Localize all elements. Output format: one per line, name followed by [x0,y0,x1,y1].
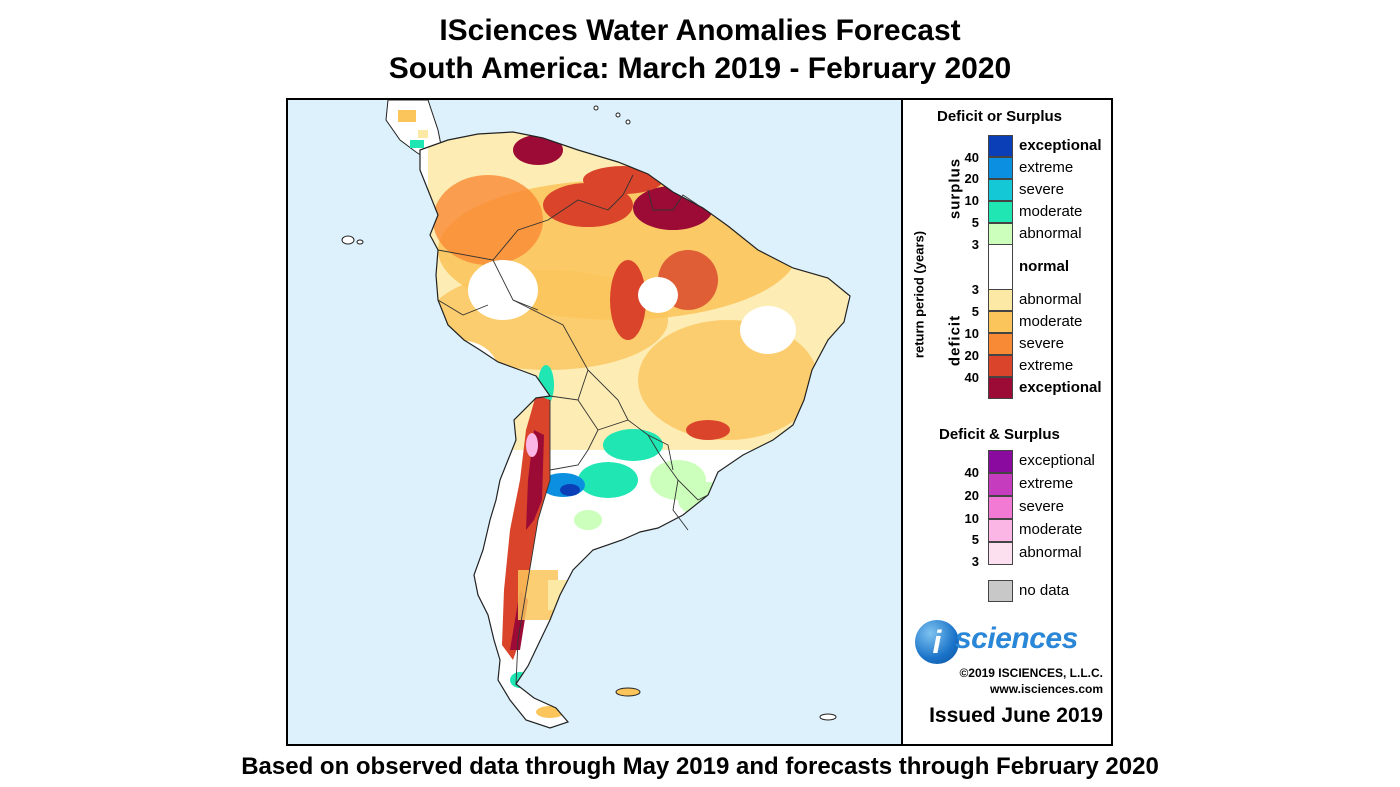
label-surplus-exceptional: exceptional [1019,137,1102,154]
deficit-tick-40: 40 [964,370,979,385]
label-both-moderate: moderate [1019,521,1083,538]
map-svg [341,100,851,729]
label-deficit-severe: severe [1019,335,1065,352]
label-deficit-moderate: moderate [1019,313,1083,330]
swatch-surplus-severe [988,179,1013,201]
return-period-axis-label: return period (years) [911,230,927,359]
label-surplus-abnormal: abnormal [1019,225,1082,242]
islands [341,105,837,721]
surplus-tick-20: 20 [964,171,979,186]
label-both-severe: severe [1019,498,1065,515]
map-subtitle: South America: March 2019 - February 202… [388,52,1012,85]
surplus-tick-10: 10 [964,193,979,208]
swatch-deficit-moderate [988,311,1013,333]
label-both-abnormal: abnormal [1019,544,1082,561]
website-text: www.isciences.com [990,682,1103,696]
label-deficit-exceptional: exceptional [1019,379,1102,396]
swatch-surplus-moderate [988,201,1013,223]
surplus-tick-3: 3 [971,237,979,252]
south-america-map [288,100,901,744]
deficit-tick-20: 20 [964,348,979,363]
map-title: ISciences Water Anomalies Forecast [439,14,961,47]
swatch-surplus-abnormal [988,223,1013,245]
label-normal: normal [1019,258,1070,275]
isciences-logo-text: sciences [955,622,1078,655]
swatch-deficit-severe [988,333,1013,355]
country-borders [437,174,709,685]
legend-heading-deficit-or-surplus: Deficit or Surplus [937,108,1063,125]
label-both-exceptional: exceptional [1019,452,1095,469]
label-both-extreme: extreme [1019,475,1074,492]
swatch-both-moderate [988,519,1013,542]
surplus-tick-40: 40 [964,150,979,165]
legend-divider [901,100,903,744]
label-surplus-severe: severe [1019,181,1065,198]
swatch-surplus-exceptional [988,135,1013,157]
label-no-data: no data [1019,582,1070,599]
swatch-both-exceptional [988,450,1013,473]
surplus-tick-5: 5 [971,215,979,230]
legend-heading-deficit-and-surplus: Deficit & Surplus [939,426,1060,443]
swatch-deficit-exceptional [988,377,1013,399]
central-america-anomalies [398,110,428,148]
swatch-both-extreme [988,473,1013,496]
map-frame [286,98,1113,746]
copyright-text: ©2019 ISCIENCES, L.L.C. [959,666,1103,680]
both-tick-20: 20 [964,488,979,503]
both-tick-40: 40 [964,465,979,480]
swatch-normal [988,245,1013,289]
label-surplus-moderate: moderate [1019,203,1083,220]
swatch-surplus-extreme [988,157,1013,179]
issued-date: Issued June 2019 [929,704,1103,727]
both-tick-10: 10 [964,511,979,526]
map-footer-note: Based on observed data through May 2019 … [241,753,1159,780]
deficit-tick-3: 3 [971,282,979,297]
label-deficit-abnormal: abnormal [1019,291,1082,308]
legend-panel: Deficit or Surplus return period (years)… [903,100,1111,744]
label-deficit-extreme: extreme [1019,357,1074,374]
swatch-both-severe [988,496,1013,519]
anomaly-patches [420,132,848,728]
swatch-no-data [988,580,1013,602]
isciences-logo-icon: i [915,620,959,664]
swatch-deficit-extreme [988,355,1013,377]
both-tick-3: 3 [971,554,979,569]
swatch-deficit-abnormal [988,289,1013,311]
swatch-both-abnormal [988,542,1013,565]
deficit-tick-10: 10 [964,326,979,341]
both-tick-5: 5 [971,532,979,547]
label-surplus-extreme: extreme [1019,159,1074,176]
deficit-tick-5: 5 [971,304,979,319]
